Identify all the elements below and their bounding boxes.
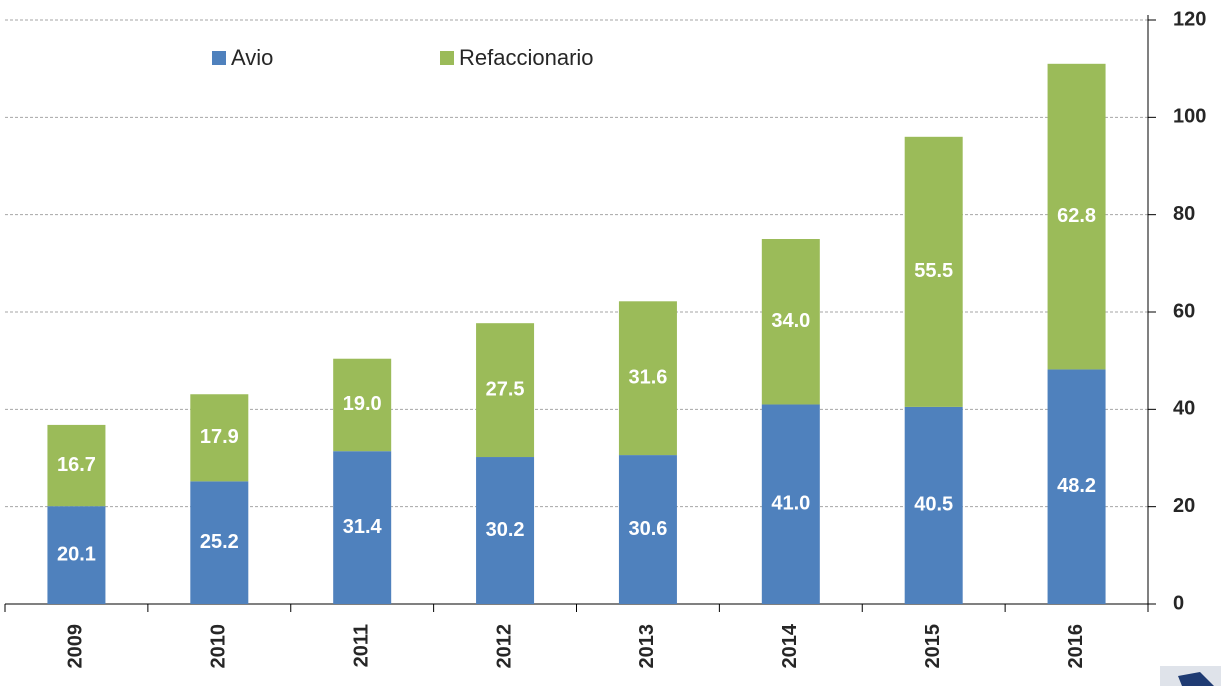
value-label: 30.6 [628, 518, 667, 540]
x-tick-label: 2015 [922, 624, 944, 669]
x-tick-label: 2012 [493, 624, 515, 669]
y-tick-label: 80 [1173, 203, 1195, 225]
x-tick-label: 2010 [208, 624, 230, 669]
legend-label: Refaccionario [459, 45, 594, 70]
bar-segment [618, 455, 677, 604]
y-tick-label: 60 [1173, 300, 1195, 322]
bar-segment [476, 323, 535, 458]
bar-segment [761, 404, 820, 604]
bar-segment [904, 406, 963, 604]
x-tick-label: 2013 [636, 624, 658, 669]
bar-segment [47, 424, 106, 507]
bar-segment [1047, 63, 1106, 370]
bar-segment [333, 451, 392, 604]
bar-segment [761, 239, 820, 405]
bar-segment [904, 136, 963, 407]
bar-segment [333, 358, 392, 452]
y-tick-label: 0 [1173, 592, 1184, 614]
value-label: 40.5 [914, 494, 953, 516]
legend-swatch [212, 51, 226, 65]
y-tick-label: 100 [1173, 106, 1206, 128]
bar-segment [190, 394, 249, 482]
x-tick-label: 2016 [1065, 624, 1087, 669]
value-label: 41.0 [771, 493, 810, 515]
value-label: 30.2 [486, 519, 525, 541]
value-label: 48.2 [1057, 475, 1096, 497]
value-label: 25.2 [200, 531, 239, 553]
bar-segment [190, 481, 249, 604]
y-tick-label: 120 [1173, 8, 1206, 30]
x-tick-label: 2014 [779, 623, 801, 668]
value-label: 34.0 [771, 310, 810, 332]
y-tick-label: 40 [1173, 398, 1195, 420]
logo [1160, 666, 1221, 686]
value-label: 17.9 [200, 426, 239, 448]
bar-segment [476, 457, 535, 604]
x-tick-label: 2011 [350, 624, 372, 667]
value-label: 20.1 [57, 543, 96, 565]
logo-mark [1178, 672, 1214, 686]
legend-label: Avio [231, 45, 273, 70]
bar-segment [47, 506, 106, 604]
y-tick-label: 20 [1173, 495, 1195, 517]
value-label: 55.5 [914, 260, 953, 282]
bar-segment [618, 301, 677, 456]
value-label: 27.5 [486, 378, 525, 400]
value-label: 62.8 [1057, 205, 1096, 227]
value-label: 16.7 [57, 454, 96, 476]
x-tick-label: 2009 [65, 624, 87, 669]
value-label: 19.0 [343, 393, 382, 415]
value-label: 31.4 [343, 516, 383, 538]
legend-swatch [440, 51, 454, 65]
value-label: 31.6 [628, 366, 667, 388]
bar-segment [1047, 369, 1106, 604]
